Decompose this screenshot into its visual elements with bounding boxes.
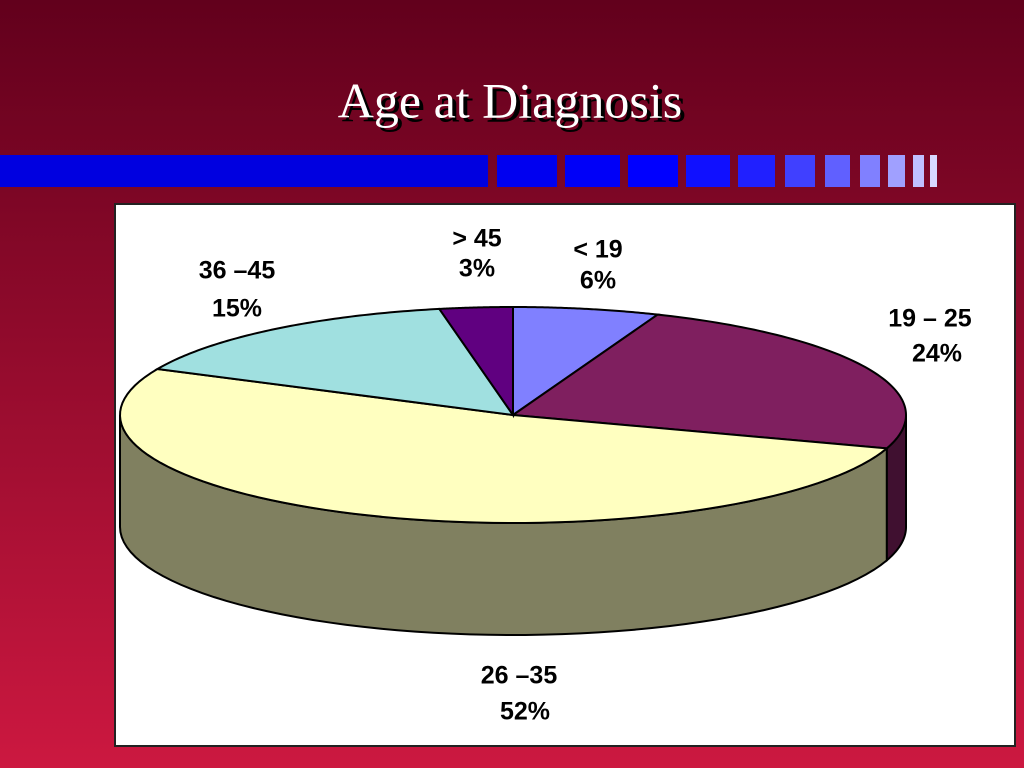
slice-label: > 45 [452,225,501,253]
slice-label: 26 –35 [481,662,558,690]
slice [119,367,890,524]
chart-title: Age at Diagnosis [338,72,682,128]
value-label: 24% [912,340,962,368]
value-label: 15% [212,295,262,323]
title-shadow: Age at Diagnosis [342,76,686,132]
slice [154,307,516,417]
slice [512,305,661,417]
slice [510,313,907,450]
value-label: 3% [459,255,495,283]
slice [437,306,514,419]
value-label: 52% [500,698,550,726]
pie-sides [119,414,907,636]
value-label: 6% [580,267,616,295]
slice-label: < 19 [573,236,622,264]
slice-label: 19 – 25 [888,305,972,333]
slice-label: 36 –45 [199,257,276,285]
pie [119,305,907,636]
decor-bar [0,155,937,187]
pie-tops [119,305,907,524]
